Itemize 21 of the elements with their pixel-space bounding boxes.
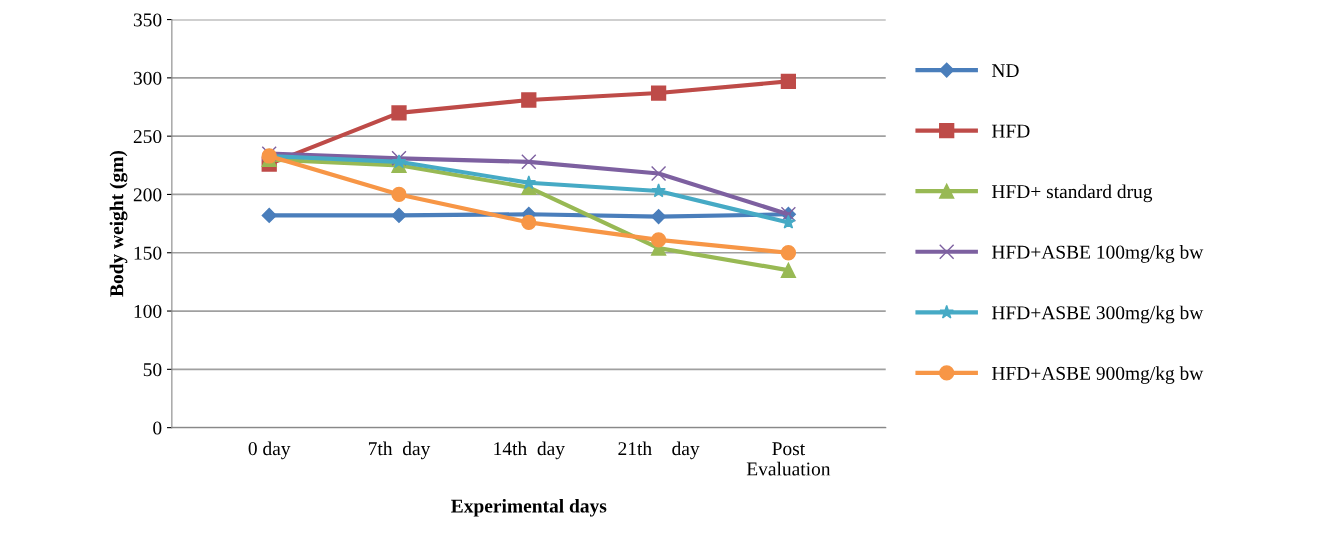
y-tick-label: 150	[134, 246, 162, 260]
y-tick-label: 250	[133, 129, 162, 144]
legend-label: HFD+ASBE 900mg/kg bw	[991, 366, 1204, 384]
y-tick-label: 0	[153, 421, 162, 435]
x-tick-label: Post Evaluation	[746, 442, 831, 476]
y-axis-title: Body weight (gm)	[109, 151, 128, 297]
y-tick-label: 300	[133, 71, 162, 85]
y-tick-label: 100	[134, 304, 162, 318]
legend-label: HFD+ standard drug	[991, 184, 1153, 203]
x-axis-title: Experimental days	[451, 498, 607, 517]
x-tick-label: 21th day	[618, 441, 700, 460]
legend-label: ND	[991, 64, 1019, 77]
legend-label: HFD+ASBE 100mg/kg bw	[991, 245, 1204, 263]
y-tick-label: 50	[143, 363, 162, 377]
y-tick-label: 200	[133, 188, 162, 202]
x-tick-label: 7th day	[368, 441, 431, 460]
legend-label: HFD+ASBE 300mg/kg bw	[991, 305, 1204, 324]
y-tick-label: 350	[133, 13, 162, 27]
x-tick-label: 0 day	[248, 441, 291, 460]
legend-label: HFD	[991, 124, 1030, 138]
x-tick-label: 14th day	[494, 441, 565, 460]
